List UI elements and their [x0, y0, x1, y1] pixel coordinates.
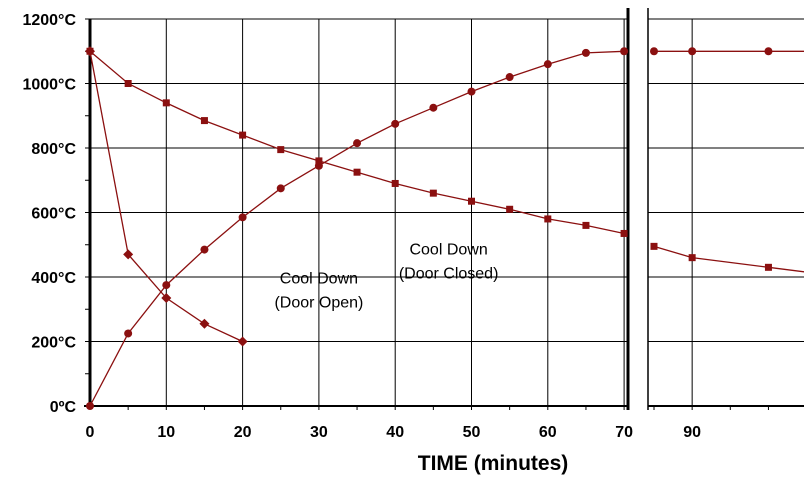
gridlines [90, 18, 804, 410]
data-point-circle [505, 73, 514, 82]
x-axis-title: TIME (minutes) [418, 452, 569, 475]
data-point-circle [353, 139, 362, 148]
x-tick-label: 0 [86, 424, 95, 441]
data-point-square [620, 229, 628, 237]
data-point-circle [276, 184, 285, 193]
annotation-label: (Door Open) [274, 294, 363, 311]
data-point-square [506, 205, 514, 213]
x-tick-label: 60 [539, 424, 557, 441]
data-point-square [391, 179, 399, 187]
tick-labels: 0ºC 200°C 400°C 600°C 800°C 1000°C 1200°C 0 10 20… [22, 12, 701, 441]
data-point-square [544, 215, 552, 223]
data-point-circle [391, 119, 400, 128]
y-tick-label: 400°C [31, 270, 76, 287]
data-point-circle [581, 48, 590, 57]
y-tick-label: 800°C [31, 141, 76, 158]
data-point-square [315, 157, 323, 165]
x-tick-label: 90 [683, 424, 701, 441]
data-point-circle [162, 281, 171, 290]
data-point-square [277, 146, 285, 154]
annotations: Cool Down (Door Open) Cool Down (Door Close… [274, 241, 498, 311]
series-line [653, 245, 804, 273]
data-point-circle [200, 245, 209, 254]
data-point-diamond [237, 336, 248, 347]
data-point-circle [650, 47, 658, 56]
data-point-square [468, 197, 475, 205]
x-tick-label: 30 [310, 424, 328, 441]
axes [84, 8, 804, 410]
data-point-diamond [123, 249, 134, 260]
data-point-square [582, 221, 590, 229]
data-point-square [200, 117, 208, 125]
data-point-diamond [85, 46, 95, 57]
y-tick-label: 1200°C [22, 12, 76, 29]
data-point-circle [688, 47, 697, 56]
y-tick-label: 600°C [31, 206, 76, 223]
x-tick-label: 50 [463, 424, 481, 441]
data-point-square [429, 189, 437, 197]
data-point-square [650, 242, 658, 250]
data-point-circle [429, 103, 438, 112]
y-tick-label: 0ºC [50, 399, 77, 416]
data-point-circle [238, 213, 247, 222]
annotation-label: Cool Down [280, 270, 358, 287]
data-point-circle [467, 87, 476, 96]
data-point-square [764, 263, 772, 271]
data-point-circle [124, 329, 133, 338]
data-point-square [162, 99, 170, 107]
x-tick-label: 70 [615, 424, 633, 441]
data-point-circle [86, 402, 94, 410]
data-point-circle [764, 47, 773, 56]
x-tick-label: 10 [157, 424, 175, 441]
y-tick-label: 200°C [31, 335, 76, 352]
data-point-circle [620, 47, 629, 56]
annotation-label: Cool Down [409, 241, 487, 258]
data-point-square [239, 131, 247, 139]
x-tick-label: 40 [386, 424, 404, 441]
data-series [85, 46, 804, 410]
data-point-square [124, 80, 132, 87]
data-point-square [353, 168, 361, 176]
data-point-diamond [161, 292, 172, 303]
x-tick-label: 20 [234, 424, 252, 441]
annotation-label: (Door Closed) [399, 265, 499, 282]
y-tick-label: 1000°C [22, 77, 76, 94]
data-point-diamond [199, 318, 210, 329]
data-point-square [688, 254, 696, 262]
data-point-circle [543, 60, 552, 69]
